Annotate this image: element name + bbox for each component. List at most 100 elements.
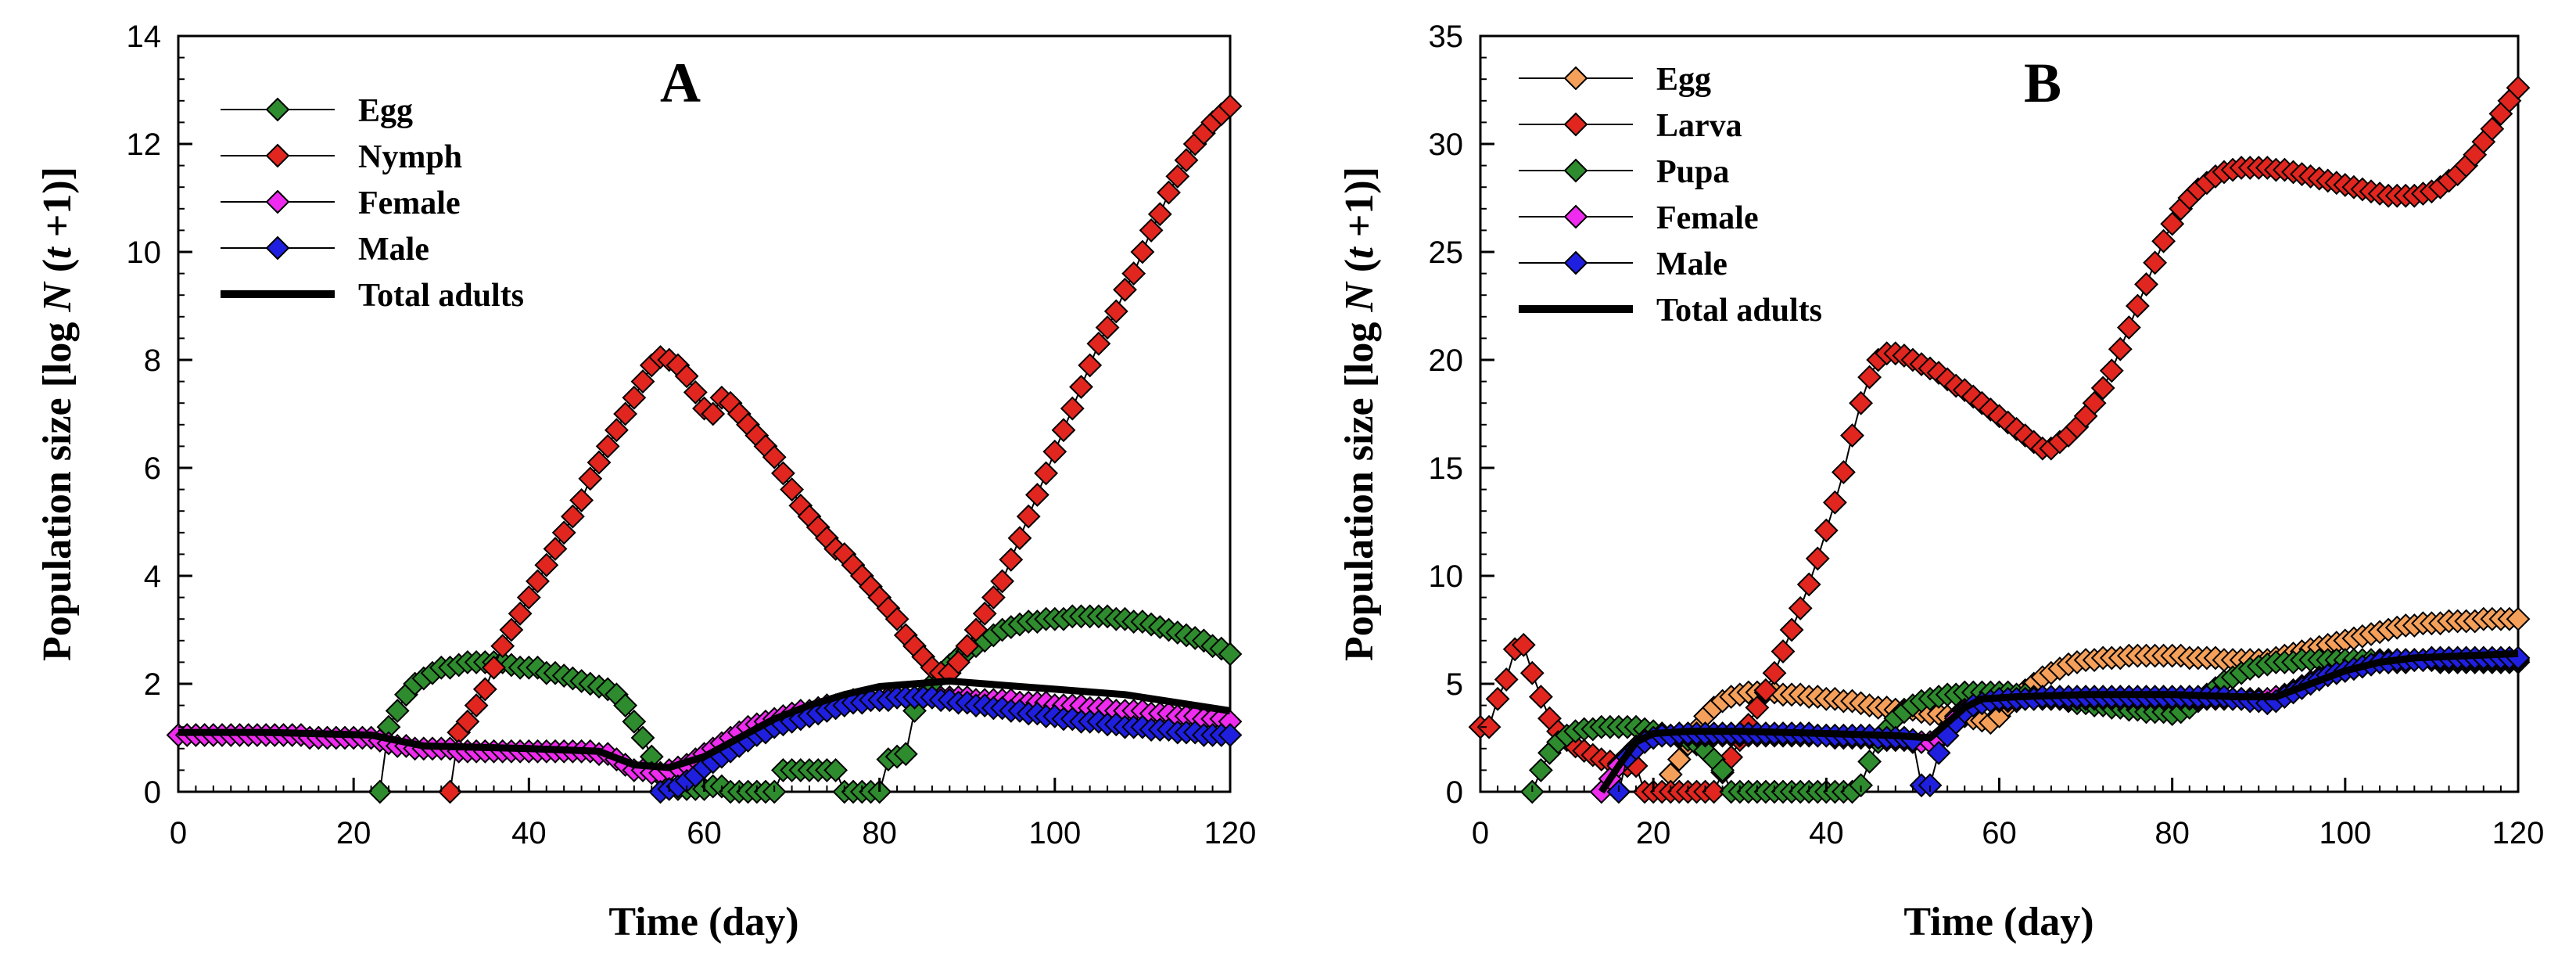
data-point-nymph	[999, 548, 1023, 572]
legend-item-total-adults: Total adults	[1519, 293, 1822, 329]
legend-swatch-marker	[1564, 251, 1588, 275]
x-tick-label: 20	[336, 816, 371, 850]
data-point-larva	[2134, 272, 2158, 297]
y-tick-label: 0	[144, 775, 161, 810]
data-point-larva	[1806, 546, 1830, 570]
x-tick-label: 60	[1982, 816, 2017, 850]
legend-label: Total adults	[358, 278, 524, 314]
series-line-total-adults	[1598, 649, 2519, 794]
y-tick-label: 5	[1446, 667, 1463, 702]
x-tick-label: 20	[1636, 816, 1671, 850]
x-tick-label: 100	[2319, 816, 2371, 850]
data-point-nymph	[1130, 240, 1154, 264]
x-tick-label: 80	[2154, 816, 2190, 850]
legend-swatch-marker	[1564, 205, 1588, 228]
x-axis-title-b: Time (day)	[1903, 900, 2093, 944]
y-tick-label: 12	[127, 128, 162, 162]
x-tick-label: 120	[2492, 816, 2545, 850]
x-tick-label: 80	[862, 816, 897, 850]
series-nymph	[438, 94, 1242, 804]
legend-swatch-marker	[1564, 159, 1588, 182]
data-point-larva	[1814, 519, 1839, 542]
x-tick-label: 100	[1028, 816, 1081, 850]
data-point-larva	[1840, 423, 1864, 448]
series-line-nymph	[449, 105, 1231, 793]
data-point-nymph	[1078, 353, 1102, 377]
legend-item-larva: Larva	[1519, 108, 1742, 144]
legend-item-female: Female	[1519, 200, 1759, 236]
data-point-nymph	[1069, 375, 1093, 399]
legend-label: Larva	[1656, 108, 1742, 144]
panel-label-b: B	[2024, 52, 2061, 114]
axes-a: 0 20 40 60 80 100 120 0 2 4 6 8 10 12 14	[127, 20, 1257, 850]
y-tick-label: 2	[144, 667, 161, 702]
data-point-larva	[2143, 250, 2167, 275]
series-total-adults	[178, 678, 1231, 771]
y-tick-label: 30	[1429, 128, 1464, 162]
legend-swatch-marker	[1564, 113, 1588, 136]
legend-a: Egg Nymph Female Male Total adults	[221, 93, 524, 314]
legend-swatch-marker	[266, 236, 289, 260]
data-point-larva	[1823, 491, 1847, 515]
data-point-larva	[1529, 685, 1553, 709]
legend-item-male: Male	[221, 232, 429, 268]
legend-item-egg: Egg	[1519, 62, 1711, 98]
y-tick-label: 10	[127, 236, 162, 270]
data-point-larva	[1771, 639, 1795, 663]
y-tick-label: 35	[1429, 20, 1464, 54]
y-tick-label: 0	[1446, 775, 1463, 810]
legend-item-total-adults: Total adults	[221, 278, 524, 314]
x-tick-label: 120	[1204, 816, 1257, 850]
series-line-total-adults	[178, 678, 1231, 771]
x-tick-label: 0	[1472, 816, 1489, 850]
data-point-nymph	[1060, 397, 1085, 421]
data-point-larva	[1486, 687, 1510, 711]
x-axis-title-a: Time (day)	[608, 900, 798, 944]
series-egg	[1659, 607, 2530, 786]
x-tick-label: 0	[170, 816, 187, 850]
data-point-nymph	[1008, 526, 1031, 550]
data-point-larva	[2126, 294, 2150, 318]
y-tick-label: 6	[144, 451, 161, 486]
series-egg	[368, 604, 1242, 804]
y-tick-label: 8	[144, 343, 161, 378]
x-tick-label: 60	[687, 816, 722, 850]
series-total-adults	[1598, 649, 2519, 794]
legend-label: Total adults	[1656, 293, 1822, 329]
panel-label-a: A	[660, 52, 701, 114]
data-point-larva	[1780, 618, 1804, 642]
legend-item-nymph: Nymph	[221, 139, 462, 175]
data-point-nymph	[438, 780, 462, 804]
y-tick-label: 15	[1429, 451, 1464, 486]
series-layer-b	[1469, 76, 2530, 804]
series-male	[648, 685, 1242, 804]
legend-label: Pupa	[1656, 154, 1729, 190]
legend-item-pupa: Pupa	[1519, 154, 1729, 190]
legend-label: Nymph	[358, 139, 462, 175]
y-tick-label: 10	[1429, 559, 1464, 594]
axes-b: 0 20 40 60 80 100 120 0 5 10 15 20 25 30 35	[1429, 20, 2545, 850]
y-tick-label: 4	[144, 559, 161, 594]
legend-swatch-marker	[266, 144, 289, 167]
data-point-nymph	[1017, 505, 1041, 529]
y-axis-title-a: Population size [log N (t +1)]	[35, 167, 80, 661]
data-point-larva	[1494, 667, 1519, 692]
legend-label: Female	[1656, 200, 1759, 236]
legend-label: Female	[358, 185, 461, 221]
legend-swatch-marker	[266, 190, 289, 214]
data-point-larva	[1788, 596, 1813, 620]
data-point-pupa	[1857, 750, 1882, 774]
data-point-larva	[1520, 661, 1545, 685]
data-point-larva	[1849, 391, 1873, 415]
data-point-nymph	[1025, 483, 1049, 507]
x-tick-label: 40	[511, 816, 547, 850]
legend-label: Male	[358, 232, 429, 268]
legend-item-male: Male	[1519, 246, 1727, 282]
legend-b: Egg Larva Pupa Female Male Total adults	[1519, 62, 1822, 329]
y-tick-label: 20	[1429, 343, 1464, 378]
y-axis-title-b: Population size [log N (t +1)]	[1337, 167, 1382, 661]
legend-item-female: Female	[221, 185, 461, 221]
data-point-nymph	[1052, 418, 1075, 442]
data-point-larva	[2108, 337, 2133, 361]
x-tick-label: 40	[1809, 816, 1844, 850]
